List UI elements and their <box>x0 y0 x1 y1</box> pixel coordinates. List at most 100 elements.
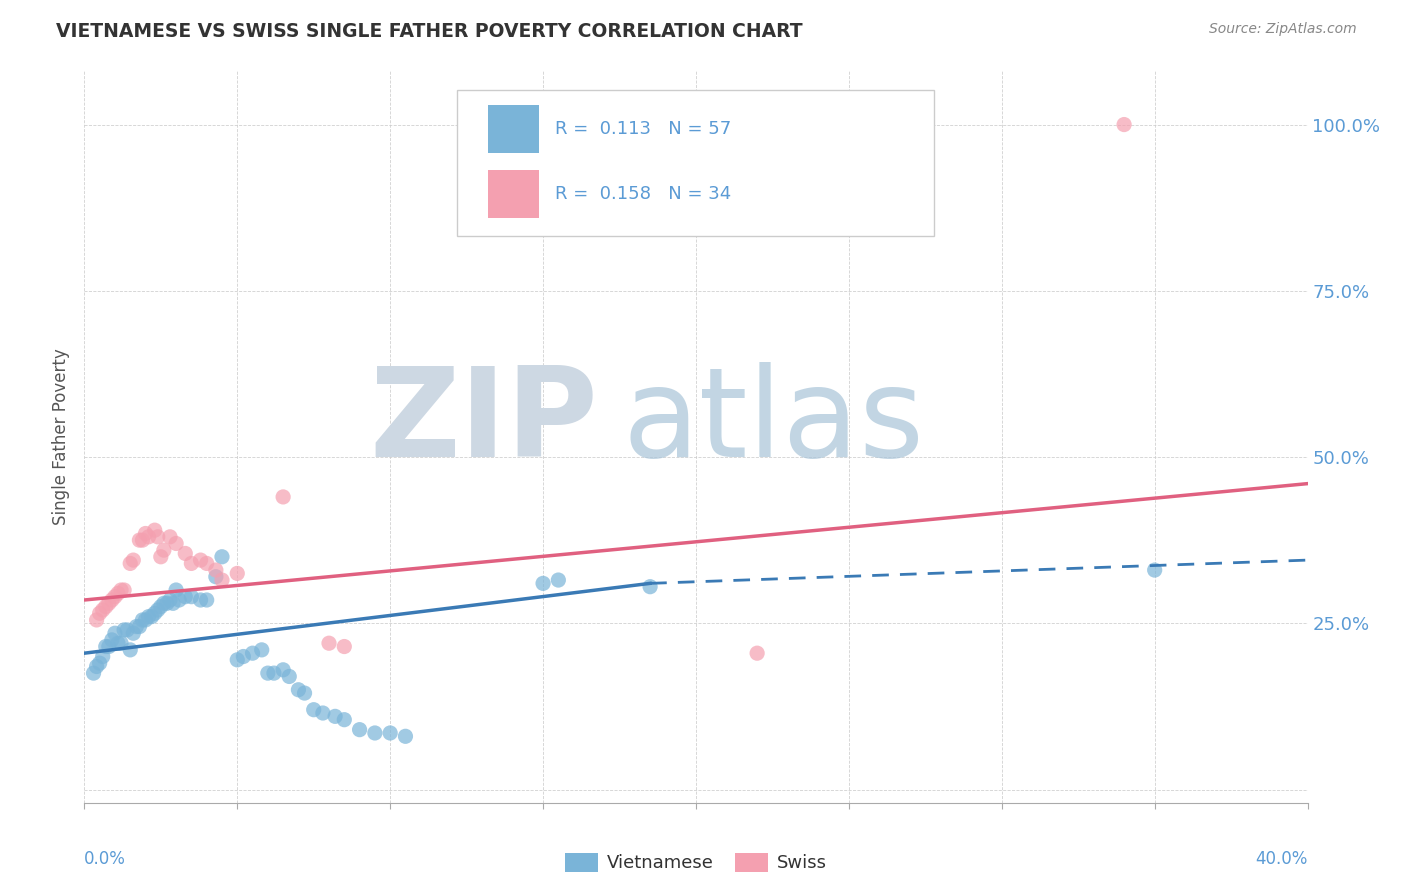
Text: R =  0.113   N = 57: R = 0.113 N = 57 <box>555 120 731 137</box>
Point <box>135 526 157 541</box>
Y-axis label: Single Father Poverty: Single Father Poverty <box>52 349 70 525</box>
Point <box>205 563 228 577</box>
Point <box>271 663 294 677</box>
FancyBboxPatch shape <box>488 105 540 153</box>
Point <box>104 626 127 640</box>
Point <box>122 553 145 567</box>
Point <box>83 666 105 681</box>
Point <box>138 609 160 624</box>
Point <box>146 530 169 544</box>
Point <box>195 557 218 571</box>
Point <box>89 656 111 670</box>
Point <box>547 573 569 587</box>
Text: R =  0.158   N = 34: R = 0.158 N = 34 <box>555 185 731 202</box>
Point <box>101 593 124 607</box>
Point <box>86 613 108 627</box>
Point <box>531 576 554 591</box>
Text: 0.0%: 0.0% <box>84 850 127 868</box>
Point <box>115 623 138 637</box>
Point <box>195 593 218 607</box>
Point <box>156 596 179 610</box>
Point <box>211 573 233 587</box>
Point <box>107 586 129 600</box>
Point <box>205 570 228 584</box>
Point <box>380 726 402 740</box>
Point <box>1143 563 1166 577</box>
Point <box>211 549 233 564</box>
Point <box>122 626 145 640</box>
Point <box>638 580 661 594</box>
Point <box>149 549 172 564</box>
FancyBboxPatch shape <box>488 170 540 218</box>
Point <box>174 590 197 604</box>
Point <box>91 649 114 664</box>
Point <box>120 643 142 657</box>
Point <box>131 533 153 548</box>
Point <box>167 593 190 607</box>
Point <box>89 607 111 621</box>
Point <box>141 609 163 624</box>
Point <box>153 543 176 558</box>
Point <box>257 666 280 681</box>
Point <box>165 536 187 550</box>
Point <box>180 590 202 604</box>
Point <box>190 593 212 607</box>
Point <box>364 726 387 740</box>
Point <box>180 557 202 571</box>
Point <box>1114 118 1136 132</box>
Point <box>143 607 166 621</box>
Point <box>159 530 181 544</box>
Point <box>394 729 416 743</box>
Point <box>162 596 184 610</box>
Point <box>107 636 129 650</box>
Point <box>271 490 294 504</box>
Point <box>190 553 212 567</box>
Point <box>128 533 150 548</box>
Point <box>323 709 346 723</box>
Point <box>153 596 176 610</box>
Point <box>232 649 254 664</box>
Point <box>250 643 273 657</box>
Point <box>174 546 197 560</box>
Legend: Vietnamese, Swiss: Vietnamese, Swiss <box>560 847 832 878</box>
Point <box>349 723 371 737</box>
Text: ZIP: ZIP <box>370 362 598 483</box>
Text: Source: ZipAtlas.com: Source: ZipAtlas.com <box>1209 22 1357 37</box>
Point <box>146 603 169 617</box>
Point <box>312 706 335 720</box>
Point <box>165 582 187 597</box>
Point <box>97 640 120 654</box>
Text: 40.0%: 40.0% <box>1256 850 1308 868</box>
Text: atlas: atlas <box>623 362 925 483</box>
Point <box>143 523 166 537</box>
Point <box>94 599 117 614</box>
Point <box>318 636 340 650</box>
Point <box>278 669 301 683</box>
Point <box>110 636 132 650</box>
Point <box>242 646 264 660</box>
Point <box>226 653 249 667</box>
Point <box>86 659 108 673</box>
Text: VIETNAMESE VS SWISS SINGLE FATHER POVERTY CORRELATION CHART: VIETNAMESE VS SWISS SINGLE FATHER POVERT… <box>56 22 803 41</box>
Point <box>101 632 124 647</box>
Point <box>128 619 150 633</box>
Point <box>112 623 135 637</box>
Point <box>91 603 114 617</box>
Point <box>97 596 120 610</box>
Point <box>149 599 172 614</box>
Point <box>104 590 127 604</box>
Point <box>747 646 769 660</box>
Point <box>333 713 356 727</box>
Point <box>333 640 356 654</box>
Point <box>112 582 135 597</box>
Point <box>159 593 181 607</box>
Point <box>125 619 148 633</box>
Point <box>120 557 142 571</box>
Point <box>294 686 316 700</box>
Point <box>135 613 157 627</box>
Point <box>138 530 160 544</box>
Point <box>131 613 153 627</box>
Point <box>263 666 285 681</box>
Point <box>94 640 117 654</box>
FancyBboxPatch shape <box>457 89 935 235</box>
